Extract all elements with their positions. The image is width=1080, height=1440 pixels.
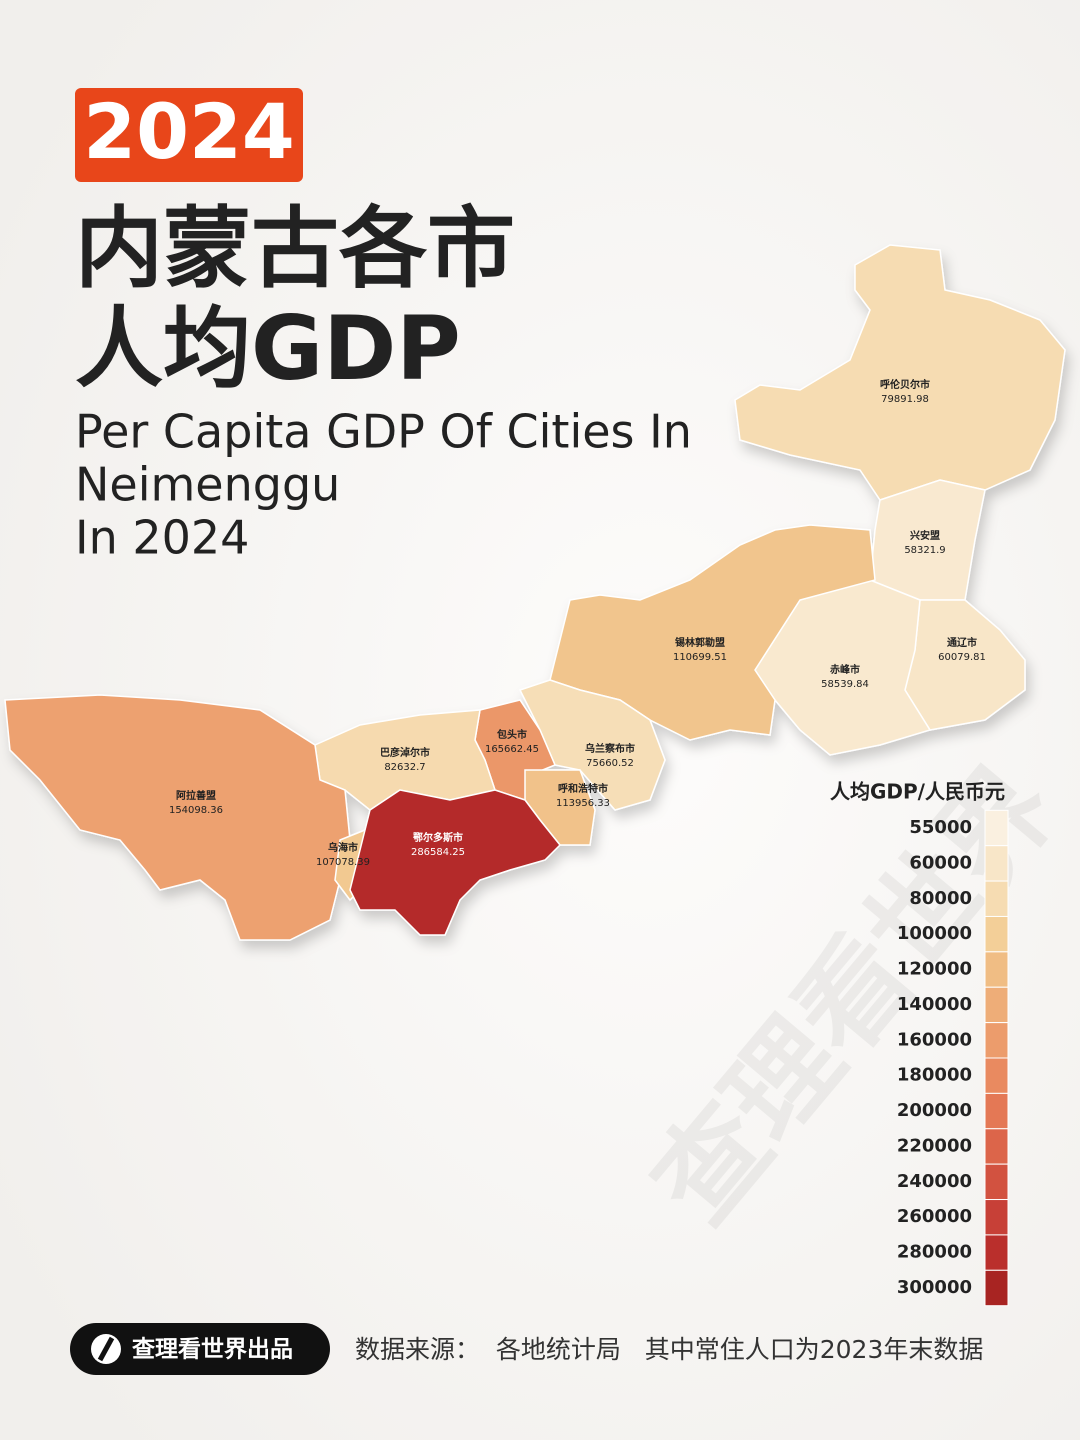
region-value: 82632.7 <box>384 762 425 773</box>
legend-swatch <box>984 1163 1009 1201</box>
legend-swatch <box>984 986 1009 1024</box>
subtitle-line: In 2024 <box>75 511 249 565</box>
legend-swatch <box>984 1199 1009 1236</box>
badge-bg <box>75 88 303 182</box>
region-value: 58539.84 <box>821 679 869 690</box>
region <box>349 789 562 936</box>
region-value: 154098.36 <box>169 805 223 816</box>
legend-tick-label: 280000 <box>897 1242 972 1263</box>
legend-swatch <box>984 1269 1009 1307</box>
region-name: 乌海市 <box>328 841 358 854</box>
brand-icon-slash <box>97 1336 115 1362</box>
legend-swatch <box>984 845 1009 882</box>
region-value: 79891.98 <box>881 394 929 405</box>
subtitle-line: Per Capita GDP Of Cities In <box>75 405 692 459</box>
legend-tick-label: 120000 <box>897 959 972 980</box>
region-name: 乌兰察布市 <box>585 742 635 755</box>
source: 数据来源： 各地统计局 其中常住人口为2023年末数据 <box>355 1335 983 1364</box>
brand: 查理看世界出品 <box>132 1337 293 1363</box>
region-name: 赤峰市 <box>830 663 860 676</box>
subtitle-line: Neimenggu <box>75 458 340 512</box>
brand-pill <box>70 1323 330 1375</box>
region-value: 60079.81 <box>938 652 986 663</box>
legend-swatch <box>984 1057 1009 1094</box>
legend-swatch <box>984 809 1009 847</box>
region-value: 110699.51 <box>673 652 727 663</box>
legend-swatch <box>984 1234 1009 1271</box>
region-value: 58321.9 <box>904 545 945 556</box>
legend-swatch <box>984 915 1009 953</box>
map <box>4 244 1066 941</box>
region-name: 阿拉善盟 <box>176 789 216 802</box>
legend-tick-label: 300000 <box>897 1277 972 1298</box>
legend-swatch <box>984 1022 1009 1059</box>
legend-swatch <box>984 1128 1009 1165</box>
legend-tick-label: 140000 <box>897 994 972 1015</box>
legend-swatch <box>984 951 1009 988</box>
region-name: 包头市 <box>497 728 527 741</box>
region-value: 113956.33 <box>556 798 610 809</box>
region-value: 75660.52 <box>586 758 634 769</box>
region-value: 165662.45 <box>485 744 539 755</box>
region-value: 107078.39 <box>316 857 370 868</box>
title-line: 人均GDP <box>75 297 461 400</box>
region-name: 锡林郭勒盟 <box>675 636 725 649</box>
region-name: 兴安盟 <box>910 529 940 542</box>
title-line: 内蒙古各市 <box>75 197 515 300</box>
legend-tick-label: 180000 <box>897 1065 972 1086</box>
legend-tick-label: 55000 <box>909 817 972 838</box>
badge: 2024 <box>83 87 295 176</box>
region-name: 呼伦贝尔市 <box>880 378 930 391</box>
legend-tick-label: 260000 <box>897 1206 972 1227</box>
region <box>4 694 351 941</box>
map-labels: 呼伦贝尔市 79891.98 兴安盟 58321.9 通辽市 60079.81 赤峰市 585… <box>169 378 986 868</box>
legend-tick-label: 220000 <box>897 1135 972 1156</box>
legend-swatch <box>984 1092 1009 1130</box>
legend-tick-label: 160000 <box>897 1029 972 1050</box>
region-name: 鄂尔多斯市 <box>413 831 463 844</box>
legend-tick-label: 200000 <box>897 1100 972 1121</box>
legend-tick-label: 60000 <box>909 852 972 873</box>
region-name: 呼和浩特市 <box>558 782 608 795</box>
region-name: 通辽市 <box>947 636 977 649</box>
legend-tick-label: 240000 <box>897 1171 972 1192</box>
legend-tick-label: 80000 <box>909 888 972 909</box>
region-value: 286584.25 <box>411 847 465 858</box>
legend: 55000 60000 80000 100000 120000 140000 160000 1… <box>897 809 1009 1307</box>
legend-title: 人均GDP/人民币元 <box>830 780 1005 804</box>
legend-tick-label: 100000 <box>897 923 972 944</box>
region-name: 巴彦淖尔市 <box>380 746 430 759</box>
legend-swatch <box>984 880 1009 917</box>
